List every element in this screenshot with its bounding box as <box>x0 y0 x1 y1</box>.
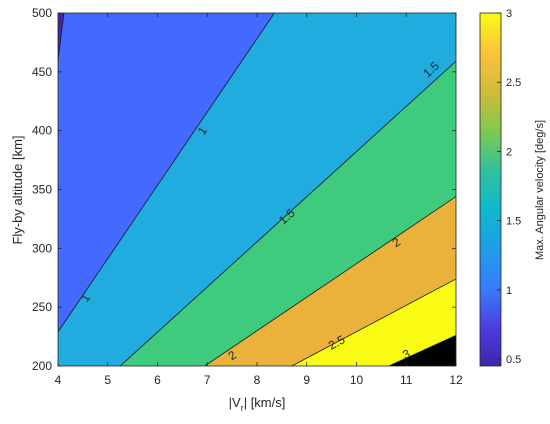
y-tick-label: 350 <box>32 183 52 197</box>
x-tick-label: 10 <box>350 373 364 387</box>
contour-line <box>388 335 456 366</box>
contour-line <box>58 13 65 61</box>
contour-lines <box>58 13 456 366</box>
colorbar <box>479 12 502 367</box>
colorbar-tick-label: 2 <box>506 146 512 158</box>
colorbar-label: Max. Angular velocity [deg/s] <box>534 120 546 260</box>
contour-fills <box>58 13 456 366</box>
y-tick-label: 300 <box>32 241 52 255</box>
colorbar-tick-label: 0.5 <box>506 354 521 366</box>
x-tick-label: 12 <box>449 373 463 387</box>
contour-line <box>204 196 456 366</box>
y-tick-label: 500 <box>32 6 52 20</box>
y-tick-label: 400 <box>32 124 52 138</box>
contour-line <box>291 278 456 366</box>
y-tick-label: 250 <box>32 300 52 314</box>
y-tick-label: 200 <box>32 359 52 373</box>
colorbar-ticks: 0.5 1 1.5 2 2.5 3 <box>497 8 521 366</box>
colorbar-tick-label: 3 <box>506 8 512 20</box>
x-tick-label: 5 <box>104 373 111 387</box>
y-axis-label: Fly-by altitude [km] <box>10 135 25 244</box>
x-tick-label: 9 <box>303 373 310 387</box>
contour-band <box>58 13 456 366</box>
x-axis: 4 5 6 7 8 9 10 11 12 <box>55 13 463 387</box>
colorbar-tick-label: 2.5 <box>506 77 521 89</box>
x-tick-label: 4 <box>55 373 62 387</box>
x-axis-label: |Vr| [km/s] <box>229 395 286 413</box>
y-axis: 200 250 300 350 400 450 500 <box>32 6 456 373</box>
contour-line <box>58 13 275 333</box>
contour-line <box>119 60 456 366</box>
colorbar-tick-label: 1 <box>506 285 512 297</box>
x-tick-label: 11 <box>400 373 413 387</box>
x-tick-label: 7 <box>204 373 211 387</box>
x-tick-label: 8 <box>254 373 261 387</box>
colorbar-tick-label: 1.5 <box>506 216 521 228</box>
y-tick-label: 450 <box>32 65 52 79</box>
x-tick-label: 6 <box>154 373 161 387</box>
